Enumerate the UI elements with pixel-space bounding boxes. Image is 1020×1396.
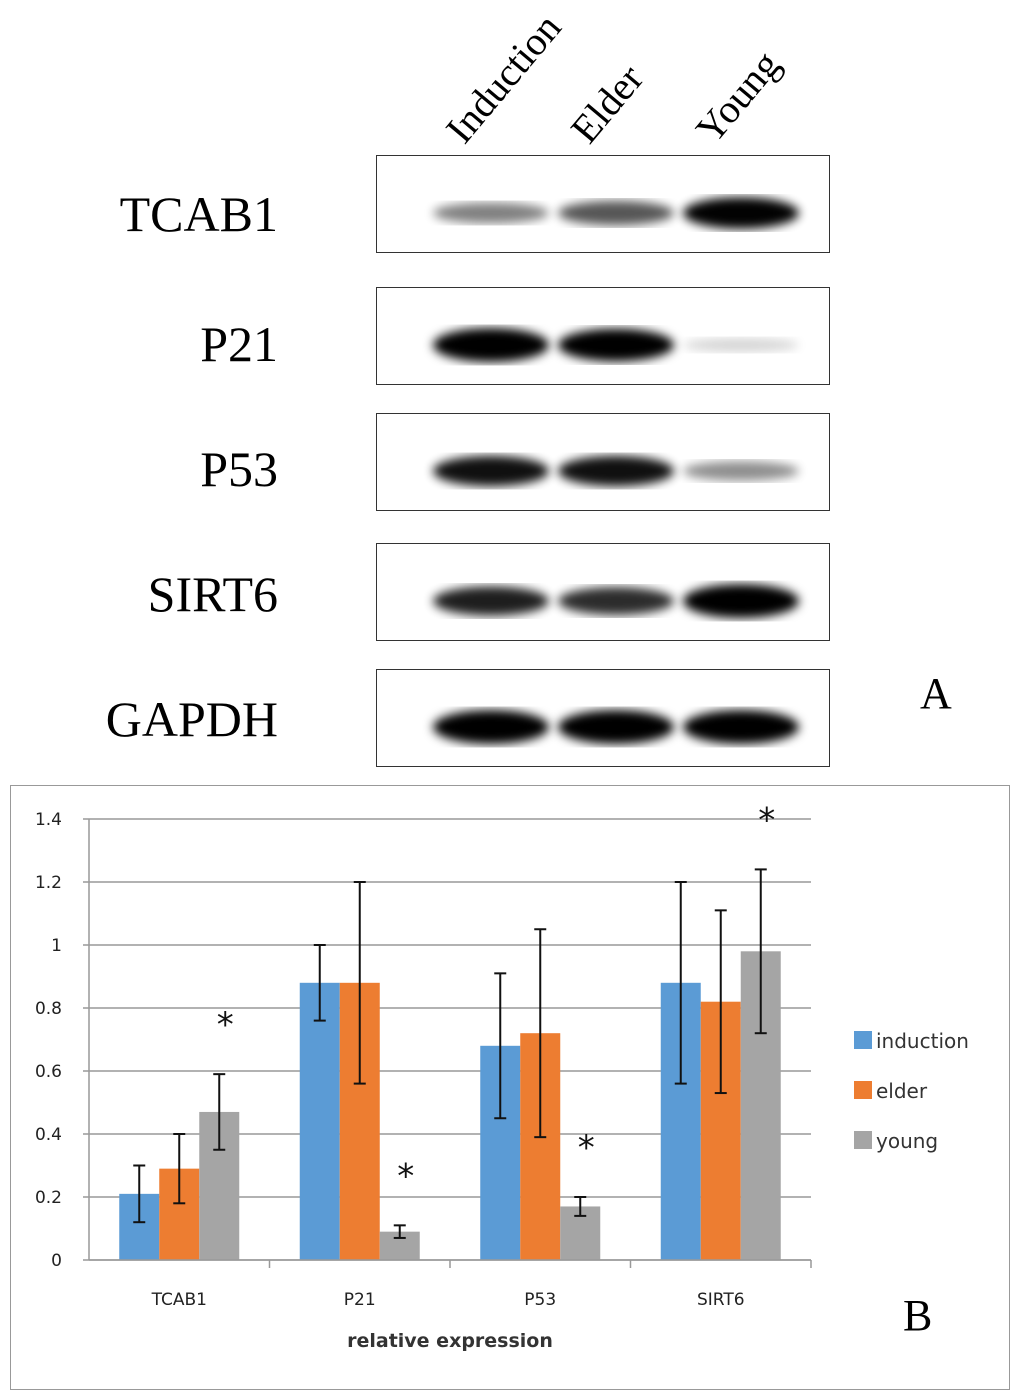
lane-label: Induction [436, 4, 570, 152]
band [683, 197, 799, 229]
y-tick-label: 1.4 [35, 810, 62, 830]
y-tick-label: 1 [51, 936, 62, 956]
y-tick-label: 0.8 [35, 999, 62, 1019]
protein-label: P53 [200, 441, 278, 497]
significance-marker: * [217, 1005, 234, 1045]
protein-label: SIRT6 [147, 566, 278, 622]
y-tick-label: 0 [51, 1251, 62, 1271]
y-tick-label: 0.2 [35, 1188, 62, 1208]
legend-label: elder [876, 1079, 928, 1103]
band [558, 328, 674, 362]
y-tick-label: 0.4 [35, 1125, 62, 1145]
lane-label: Young [686, 42, 789, 152]
band [683, 461, 799, 481]
x-axis-title: relative expression [347, 1330, 553, 1352]
bar-induction [299, 982, 340, 1260]
band [558, 587, 674, 615]
band [433, 586, 549, 616]
legend-swatch [854, 1031, 872, 1049]
band [558, 200, 674, 226]
chart-svg: 0 0.2 0.4 0.6 0.8 1 1.2 1.4 TCAB1 * P21 * P53 * SIRT6 *… [35, 800, 969, 1352]
blot-strip [376, 543, 830, 641]
panel-label-a: A [920, 669, 952, 718]
bar-chart: 0 0.2 0.4 0.6 0.8 1 1.2 1.4 TCAB1 * P21 * P53 * SIRT6 *… [10, 785, 1010, 1390]
band [558, 710, 674, 744]
x-tick-label: P53 [524, 1290, 556, 1310]
protein-label: GAPDH [105, 691, 278, 747]
x-tick-label: SIRT6 [697, 1290, 745, 1310]
y-tick-label: 0.6 [35, 1062, 62, 1082]
band [558, 455, 674, 487]
band [683, 338, 799, 352]
band [433, 202, 549, 224]
band [433, 455, 549, 487]
blot-strip [376, 413, 830, 511]
band [683, 584, 799, 618]
legend-label: induction [876, 1029, 969, 1053]
band [433, 328, 549, 362]
significance-marker: * [578, 1128, 595, 1168]
legend-swatch [854, 1131, 872, 1149]
blot-strip [376, 155, 830, 253]
protein-label: TCAB1 [119, 186, 278, 242]
legend-swatch [854, 1081, 872, 1099]
legend-label: young [876, 1129, 938, 1153]
blot-strip [376, 287, 830, 385]
band [433, 710, 549, 744]
significance-marker: * [758, 800, 775, 840]
lane-label: Elder [561, 56, 652, 152]
protein-label: P21 [200, 316, 278, 372]
band [683, 710, 799, 744]
y-tick-label: 1.2 [35, 873, 62, 893]
x-tick-label: P21 [344, 1290, 376, 1310]
blot-strip [376, 669, 830, 767]
panel-label-b: B [903, 1291, 933, 1340]
x-tick-label: TCAB1 [151, 1290, 207, 1310]
significance-marker: * [397, 1156, 414, 1196]
